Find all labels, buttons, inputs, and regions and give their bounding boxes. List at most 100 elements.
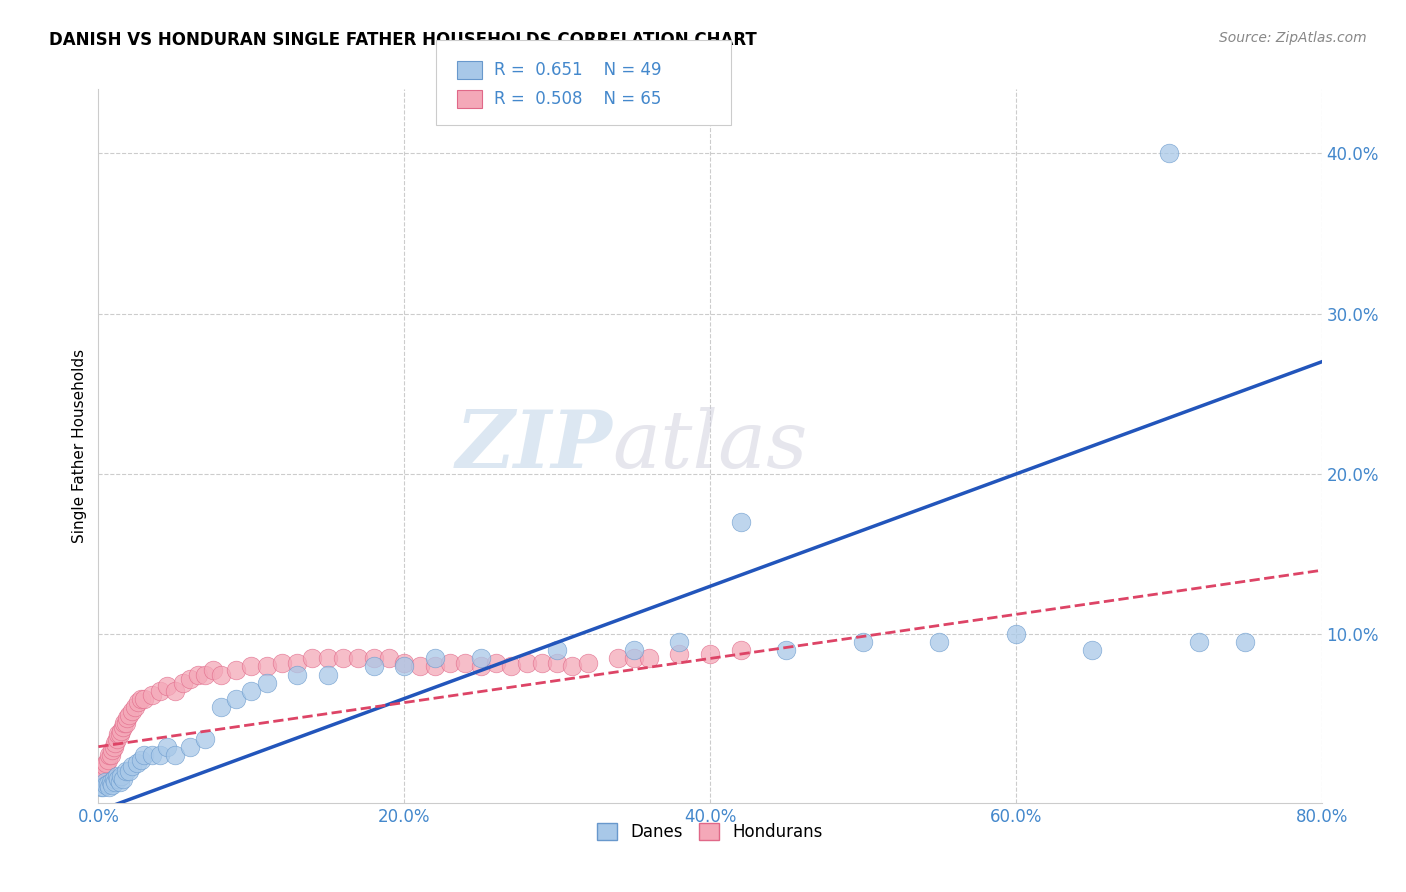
- Point: [100, 747, 122, 762]
- Point: [775, 643, 797, 657]
- Point: [240, 683, 263, 698]
- Point: [179, 673, 201, 687]
- Point: [111, 721, 134, 735]
- Point: [1004, 627, 1026, 641]
- Point: [240, 659, 263, 673]
- Point: [156, 679, 179, 693]
- Point: [316, 651, 339, 665]
- Point: [129, 691, 152, 706]
- Point: [516, 657, 538, 671]
- Point: [98, 747, 121, 762]
- Text: ZIP: ZIP: [456, 408, 612, 484]
- Point: [470, 651, 492, 665]
- Point: [408, 659, 430, 673]
- Point: [105, 731, 128, 746]
- Point: [363, 659, 385, 673]
- Point: [209, 699, 232, 714]
- Point: [1081, 643, 1104, 657]
- Legend: Danes, Hondurans: Danes, Hondurans: [591, 816, 830, 848]
- Point: [115, 764, 138, 778]
- Point: [107, 772, 129, 786]
- Point: [637, 651, 661, 665]
- Point: [163, 747, 186, 762]
- Point: [852, 635, 875, 649]
- Point: [141, 747, 163, 762]
- Point: [423, 659, 446, 673]
- Text: DANISH VS HONDURAN SINGLE FATHER HOUSEHOLDS CORRELATION CHART: DANISH VS HONDURAN SINGLE FATHER HOUSEHO…: [49, 31, 756, 49]
- Point: [363, 651, 385, 665]
- Point: [1234, 635, 1257, 649]
- Point: [485, 657, 508, 671]
- Y-axis label: Single Father Households: Single Father Households: [72, 349, 87, 543]
- Point: [121, 705, 143, 719]
- Point: [108, 727, 131, 741]
- Point: [285, 657, 308, 671]
- Point: [91, 780, 114, 794]
- Point: [301, 651, 323, 665]
- Point: [89, 772, 111, 786]
- Point: [347, 651, 370, 665]
- Point: [187, 667, 209, 681]
- Point: [97, 776, 120, 790]
- Point: [101, 743, 124, 757]
- Point: [121, 759, 143, 773]
- Point: [179, 739, 201, 754]
- Point: [111, 772, 134, 786]
- Point: [134, 747, 156, 762]
- Text: R =  0.508    N = 65: R = 0.508 N = 65: [494, 90, 661, 108]
- Point: [423, 651, 446, 665]
- Point: [202, 663, 225, 677]
- Point: [270, 657, 292, 671]
- Point: [110, 768, 132, 782]
- Point: [103, 739, 125, 754]
- Point: [439, 657, 461, 671]
- Point: [100, 775, 122, 789]
- Point: [97, 752, 120, 766]
- Point: [93, 775, 115, 789]
- Point: [107, 727, 129, 741]
- Point: [285, 667, 308, 681]
- Point: [607, 651, 630, 665]
- Point: [668, 647, 690, 661]
- Point: [118, 707, 141, 722]
- Point: [392, 657, 416, 671]
- Point: [163, 683, 186, 698]
- Point: [104, 775, 127, 789]
- Point: [110, 723, 132, 738]
- Point: [98, 780, 121, 794]
- Point: [172, 675, 194, 690]
- Point: [928, 635, 950, 649]
- Point: [530, 657, 553, 671]
- Point: [225, 663, 247, 677]
- Point: [118, 764, 141, 778]
- Point: [668, 635, 690, 649]
- Point: [730, 515, 752, 529]
- Point: [1157, 146, 1180, 161]
- Point: [149, 683, 172, 698]
- Point: [316, 667, 339, 681]
- Point: [115, 715, 138, 730]
- Point: [561, 659, 583, 673]
- Text: Source: ZipAtlas.com: Source: ZipAtlas.com: [1219, 31, 1367, 45]
- Point: [90, 780, 112, 794]
- Point: [129, 752, 152, 766]
- Point: [576, 657, 599, 671]
- Point: [105, 768, 128, 782]
- Point: [392, 659, 416, 673]
- Point: [1188, 635, 1211, 649]
- Point: [332, 651, 354, 665]
- Point: [209, 667, 232, 681]
- Point: [194, 667, 217, 681]
- Point: [194, 731, 217, 746]
- Point: [378, 651, 401, 665]
- Point: [546, 643, 568, 657]
- Point: [94, 778, 117, 792]
- Point: [149, 747, 172, 762]
- Point: [134, 691, 156, 706]
- Point: [127, 695, 149, 709]
- Point: [225, 691, 247, 706]
- Point: [112, 715, 135, 730]
- Point: [470, 659, 492, 673]
- Point: [156, 739, 179, 754]
- Point: [141, 689, 163, 703]
